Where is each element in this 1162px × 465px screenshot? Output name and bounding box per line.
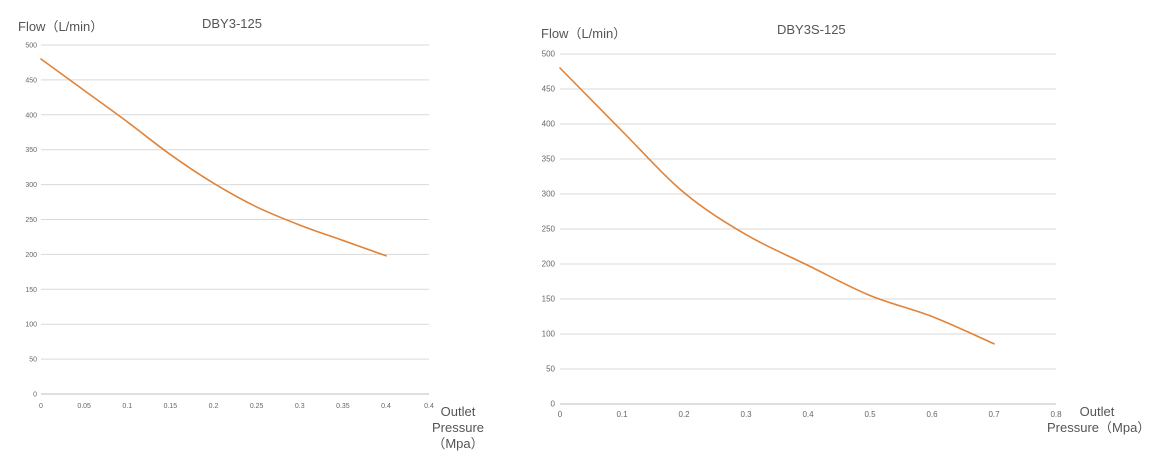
x-tick-label: 0: [39, 403, 43, 410]
x-axis-label-line: Pressure: [431, 420, 485, 435]
chart-title: DBY3-125: [202, 16, 262, 31]
chart-title: DBY3S-125: [777, 22, 846, 37]
y-tick-label: 200: [25, 252, 37, 259]
y-tick-label: 450: [542, 85, 556, 94]
x-axis-label-line: Outlet: [1079, 404, 1115, 419]
x-tick-label: 0.8: [1050, 410, 1062, 419]
x-tick-label: 0.7: [988, 410, 1000, 419]
x-tick-label: 0.2: [209, 403, 219, 410]
x-axis-label: Outlet Pressure（Mpa）: [1047, 404, 1151, 436]
x-tick-label: 0.5: [864, 410, 876, 419]
y-tick-label: 0: [551, 400, 556, 409]
y-tick-label: 250: [25, 217, 37, 224]
y-tick-label: 0: [33, 392, 37, 399]
y-tick-label: 400: [542, 120, 556, 129]
y-tick-label: 400: [25, 112, 37, 119]
x-axis-label: Outlet Pressure （Mpa）: [428, 404, 488, 452]
x-axis-label-line: Outlet: [440, 404, 476, 419]
x-tick-label: 0.1: [616, 410, 628, 419]
x-tick-label: 0.3: [295, 403, 305, 410]
x-tick-label: 0.35: [336, 403, 350, 410]
x-tick-label: 0.25: [250, 403, 264, 410]
x-tick-label: 0.4: [802, 410, 814, 419]
x-axis-label-line: Pressure（Mpa）: [1047, 420, 1151, 435]
x-tick-label: 0.4: [381, 403, 391, 410]
y-tick-label: 100: [542, 330, 556, 339]
x-axis-label-line: （Mpa）: [432, 436, 484, 451]
y-tick-label: 500: [542, 50, 556, 59]
series-line: [40, 58, 387, 257]
y-tick-label: 500: [25, 43, 37, 50]
line-chart: 0 50 100 150 200 250 300 350 400 450 500 0 0.05 0.1 0.…: [25, 43, 434, 411]
y-tick-label: 350: [542, 155, 556, 164]
y-tick-label: 250: [542, 225, 556, 234]
x-tick-label: 0.3: [740, 410, 752, 419]
y-tick-label: 200: [542, 260, 556, 269]
chart-panel-dby3s-125: Flow（L/min） DBY3S-125 0 50 100 150 200 250 300…: [530, 0, 1162, 465]
x-tick-label: 0.05: [77, 403, 91, 410]
y-tick-label: 300: [542, 190, 556, 199]
y-tick-label: 150: [25, 287, 37, 294]
x-tick-label: 0.15: [164, 403, 178, 410]
y-tick-label: 100: [25, 322, 37, 329]
y-tick-label: 300: [25, 182, 37, 189]
y-axis-label: Flow（L/min）: [541, 26, 627, 41]
y-tick-label: 350: [25, 147, 37, 154]
y-tick-label: 450: [25, 77, 37, 84]
x-tick-label: 0.4: [424, 403, 434, 410]
y-axis-label: Flow（L/min）: [18, 19, 104, 34]
chart-panel-dby3-125: Flow（L/min） DBY3-125 0 50 100 150 200 250 300 3…: [0, 0, 520, 465]
series-line: [559, 67, 995, 345]
y-tick-label: 50: [546, 365, 555, 374]
x-tick-label: 0.2: [678, 410, 690, 419]
line-chart: 0 50 100 150 200 250 300 350 400 450 500 0 0.1 0.2 0.3…: [542, 50, 1062, 420]
y-tick-label: 150: [542, 295, 556, 304]
y-tick-label: 50: [29, 357, 37, 364]
x-tick-label: 0: [558, 410, 563, 419]
x-tick-label: 0.6: [926, 410, 938, 419]
x-tick-label: 0.1: [122, 403, 132, 410]
